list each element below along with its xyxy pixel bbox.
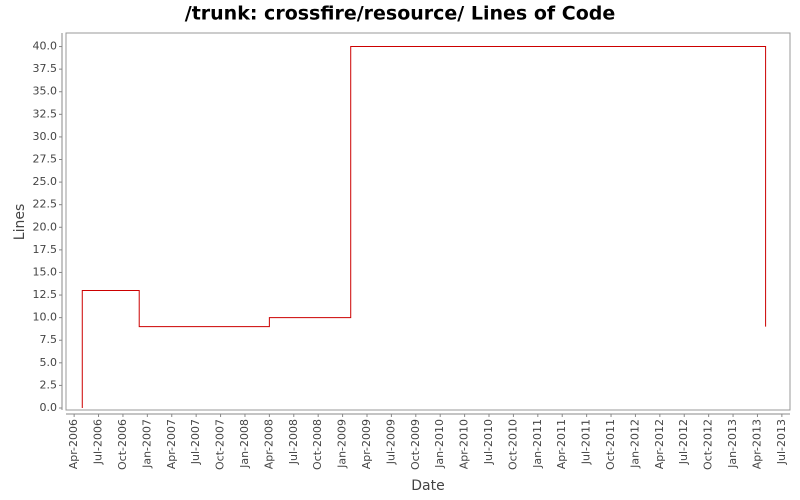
y-tick-label: 32.5	[33, 107, 58, 120]
x-tick-label: Oct-2009	[409, 419, 422, 470]
x-tick-label: Jul-2008	[287, 419, 300, 465]
x-tick-label: Apr-2011	[555, 419, 568, 469]
x-tick-label: Jul-2006	[92, 419, 105, 465]
x-tick-label: Apr-2013	[750, 419, 763, 469]
x-tick-label: Jul-2013	[775, 419, 788, 465]
y-tick-label: 22.5	[33, 198, 58, 211]
x-tick-label: Jul-2011	[580, 419, 593, 465]
x-tick-label: Apr-2010	[458, 419, 471, 469]
x-tick-label: Apr-2007	[165, 419, 178, 469]
y-tick-label: 12.5	[33, 288, 58, 301]
y-axis-label: Lines	[12, 204, 28, 240]
x-tick-label: Oct-2011	[604, 419, 617, 470]
x-tick-label: Apr-2009	[360, 419, 373, 469]
x-tick-label: Jul-2009	[384, 419, 397, 465]
y-tick-label: 17.5	[33, 243, 58, 256]
y-tick-label: 10.0	[33, 311, 58, 324]
x-tick-label: Apr-2012	[653, 419, 666, 469]
x-tick-label: Oct-2006	[116, 419, 129, 470]
chart-title: /trunk: crossfire/resource/ Lines of Cod…	[185, 3, 615, 25]
x-tick-label: Jan-2011	[531, 419, 544, 469]
x-tick-label: Oct-2010	[506, 419, 519, 470]
x-tick-label: Oct-2008	[311, 419, 324, 470]
y-tick-label: 7.5	[40, 333, 58, 346]
y-tick-label: 37.5	[33, 62, 58, 75]
x-tick-label: Oct-2007	[214, 419, 227, 470]
y-tick-label: 40.0	[33, 40, 58, 53]
x-axis-label: Date	[411, 478, 444, 494]
x-tick-label: Jan-2013	[726, 419, 739, 469]
y-tick-label: 15.0	[33, 265, 58, 278]
data-line	[81, 46, 767, 408]
x-tick-label: Oct-2012	[702, 419, 715, 470]
x-tick-label: Jan-2012	[628, 419, 641, 469]
y-tick-label: 27.5	[33, 153, 58, 166]
x-tick-label: Jan-2007	[140, 419, 153, 469]
y-tick-label: 0.0	[40, 401, 58, 414]
x-tick-label: Jul-2010	[482, 419, 495, 465]
x-tick-label: Apr-2008	[262, 419, 275, 469]
y-tick-label: 25.0	[33, 175, 58, 188]
x-tick-label: Jan-2010	[433, 419, 446, 469]
x-tick-label: Apr-2006	[67, 419, 80, 469]
y-tick-label: 20.0	[33, 220, 58, 233]
y-tick-label: 30.0	[33, 130, 58, 143]
y-tick-label: 35.0	[33, 85, 58, 98]
x-tick-label: Jul-2007	[189, 419, 202, 465]
x-tick-label: Jan-2008	[238, 419, 251, 469]
plot-area	[65, 32, 791, 411]
y-tick-label: 2.5	[40, 378, 58, 391]
x-tick-label: Jul-2012	[677, 419, 690, 465]
x-tick-label: Jan-2009	[336, 419, 349, 469]
y-tick-label: 5.0	[40, 356, 58, 369]
